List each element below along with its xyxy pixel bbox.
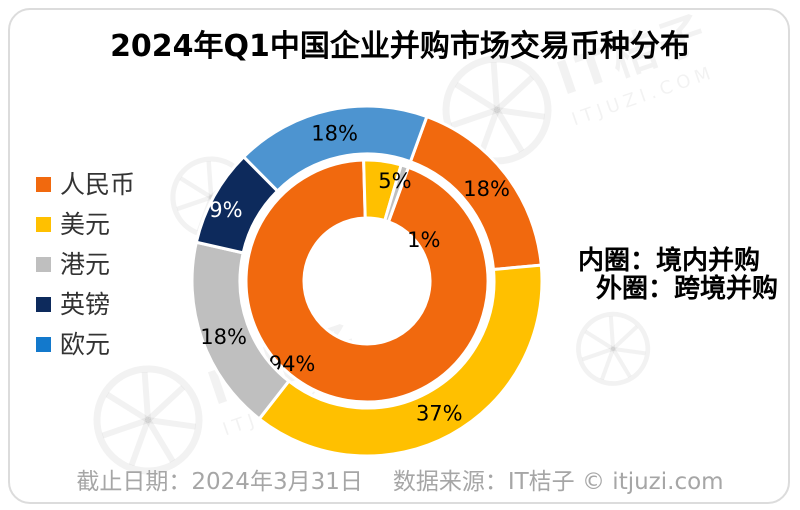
outer-ring-label-0: 18% xyxy=(463,177,510,201)
ring-annotation: 内圈：境内并购 外圈：跨境并购 xyxy=(578,247,778,303)
chart-title: 2024年Q1中国企业并购市场交易币种分布 xyxy=(110,29,690,64)
legend-label-rmb: 人民币 xyxy=(60,169,136,199)
footer-date: 截止日期：2024年3月31日 xyxy=(76,469,363,495)
outer-ring-label-3: 9% xyxy=(209,198,242,222)
inner-ring-label-2: 1% xyxy=(407,228,440,252)
inner-ring-label-1: 5% xyxy=(378,169,411,193)
legend-swatch-gbp xyxy=(36,296,51,312)
annotation-outer-ring: 外圈：跨境并购 xyxy=(596,274,779,304)
outer-ring-label-2: 18% xyxy=(200,325,247,349)
legend-item-usd: 美元 xyxy=(36,204,135,244)
annotation-inner-ring: 内圈：境内并购 xyxy=(578,246,761,276)
footer: 截止日期：2024年3月31日 数据来源：IT桔子 © itjuzi.com xyxy=(0,462,800,496)
legend-swatch-hkd xyxy=(36,256,51,272)
outer-ring-label-4: 18% xyxy=(311,122,358,146)
inner-ring-segment-0 xyxy=(244,158,490,404)
legend-label-hkd: 港元 xyxy=(60,249,111,279)
legend-swatch-rmb xyxy=(36,176,51,192)
legend: 人民币 美元 港元 英镑 欧元 xyxy=(36,164,135,364)
legend-swatch-eur xyxy=(36,336,51,352)
footer-source: 数据来源：IT桔子 © itjuzi.com xyxy=(392,469,724,495)
legend-swatch-usd xyxy=(36,216,51,232)
outer-ring-segment-4 xyxy=(242,104,429,193)
legend-item-gbp: 英镑 xyxy=(36,284,135,324)
legend-label-usd: 美元 xyxy=(60,209,111,239)
legend-label-eur: 欧元 xyxy=(60,329,111,359)
outer-ring-segment-1 xyxy=(257,263,544,458)
legend-label-gbp: 英镑 xyxy=(60,289,111,319)
inner-ring-segment-2 xyxy=(383,163,410,224)
outer-ring-label-1: 37% xyxy=(416,402,463,426)
legend-item-rmb: 人民币 xyxy=(36,164,135,204)
legend-item-hkd: 港元 xyxy=(36,244,135,284)
legend-item-eur: 欧元 xyxy=(36,324,135,364)
